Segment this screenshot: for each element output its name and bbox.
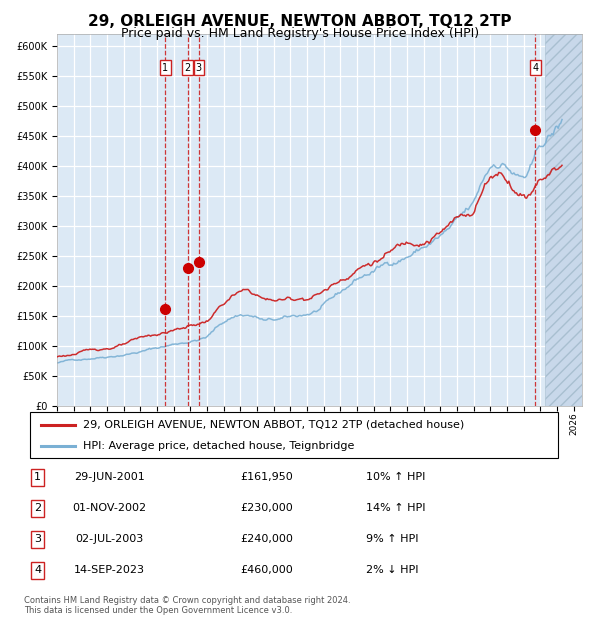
Text: 2: 2 <box>185 63 191 73</box>
Text: 29, ORLEIGH AVENUE, NEWTON ABBOT, TQ12 2TP: 29, ORLEIGH AVENUE, NEWTON ABBOT, TQ12 2… <box>88 14 512 29</box>
FancyBboxPatch shape <box>30 412 558 458</box>
Text: 10% ↑ HPI: 10% ↑ HPI <box>366 472 425 482</box>
Text: 14-SEP-2023: 14-SEP-2023 <box>74 565 145 575</box>
Text: 3: 3 <box>34 534 41 544</box>
Text: £240,000: £240,000 <box>241 534 293 544</box>
Text: 2: 2 <box>34 503 41 513</box>
Text: 02-JUL-2003: 02-JUL-2003 <box>76 534 143 544</box>
Text: £460,000: £460,000 <box>241 565 293 575</box>
Text: 2% ↓ HPI: 2% ↓ HPI <box>366 565 419 575</box>
Text: 29, ORLEIGH AVENUE, NEWTON ABBOT, TQ12 2TP (detached house): 29, ORLEIGH AVENUE, NEWTON ABBOT, TQ12 2… <box>83 420 464 430</box>
Bar <box>545 34 582 406</box>
Text: £161,950: £161,950 <box>241 472 293 482</box>
Text: 4: 4 <box>34 565 41 575</box>
Text: Price paid vs. HM Land Registry's House Price Index (HPI): Price paid vs. HM Land Registry's House … <box>121 27 479 40</box>
Text: 1: 1 <box>34 472 41 482</box>
Text: 14% ↑ HPI: 14% ↑ HPI <box>366 503 426 513</box>
Text: 1: 1 <box>162 63 169 73</box>
Text: 29-JUN-2001: 29-JUN-2001 <box>74 472 145 482</box>
Text: 4: 4 <box>532 63 539 73</box>
Text: 9% ↑ HPI: 9% ↑ HPI <box>366 534 419 544</box>
Text: £230,000: £230,000 <box>241 503 293 513</box>
Text: 3: 3 <box>196 63 202 73</box>
Text: HPI: Average price, detached house, Teignbridge: HPI: Average price, detached house, Teig… <box>83 441 354 451</box>
Text: Contains HM Land Registry data © Crown copyright and database right 2024.
This d: Contains HM Land Registry data © Crown c… <box>24 596 350 615</box>
Text: 01-NOV-2002: 01-NOV-2002 <box>73 503 146 513</box>
